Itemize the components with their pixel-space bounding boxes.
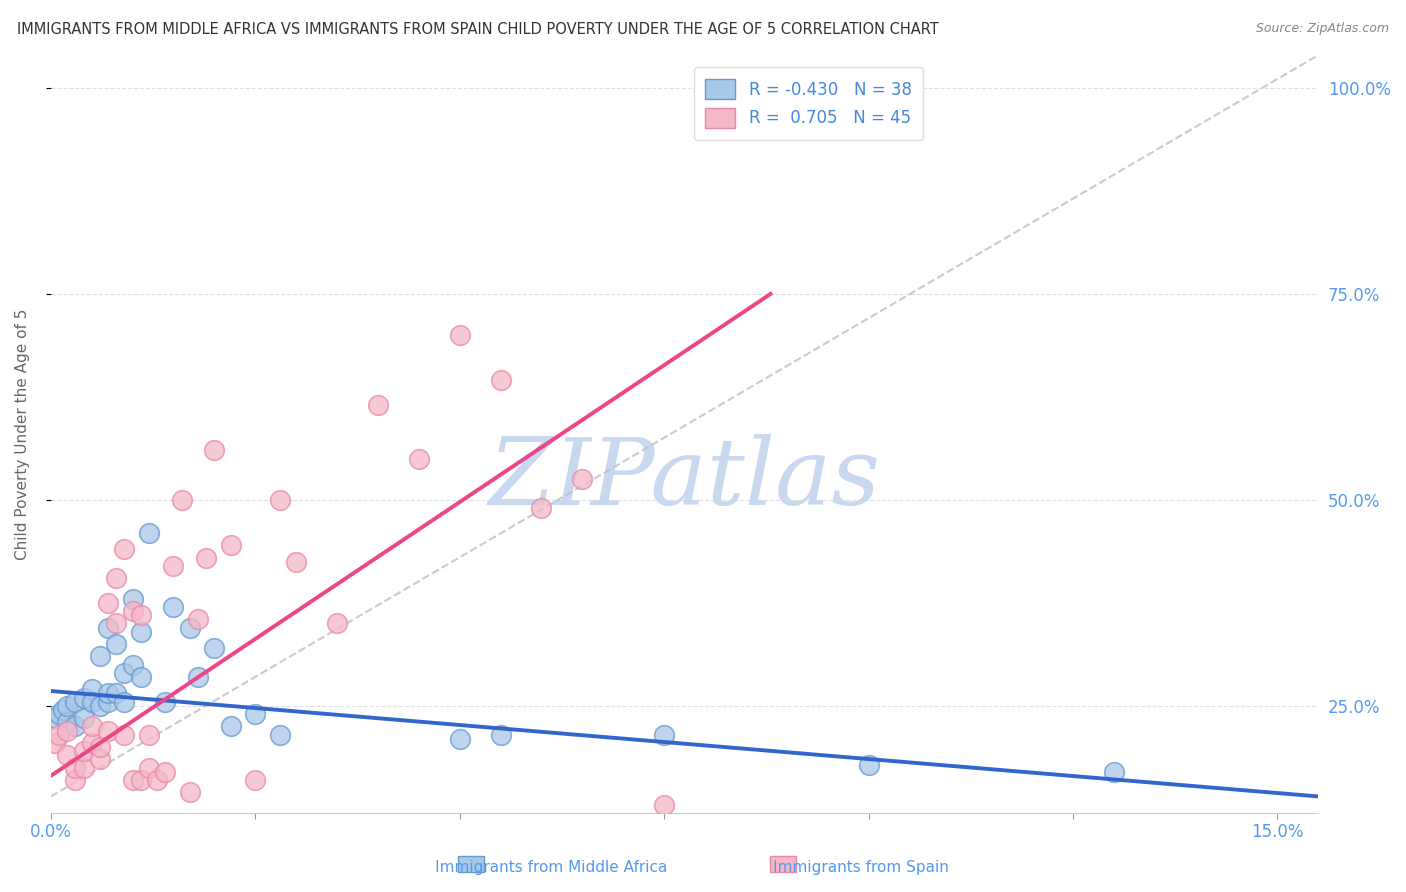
Text: Source: ZipAtlas.com: Source: ZipAtlas.com bbox=[1256, 22, 1389, 36]
Point bbox=[155, 695, 177, 709]
Point bbox=[219, 719, 242, 733]
Point bbox=[146, 772, 169, 787]
Text: Immigrants from Spain: Immigrants from Spain bbox=[738, 860, 949, 874]
Point bbox=[129, 608, 152, 623]
Point bbox=[245, 772, 267, 787]
Point bbox=[105, 637, 128, 651]
Point bbox=[52, 703, 75, 717]
Point bbox=[202, 641, 225, 656]
Point bbox=[89, 752, 111, 766]
Point bbox=[72, 761, 94, 775]
Text: IMMIGRANTS FROM MIDDLE AFRICA VS IMMIGRANTS FROM SPAIN CHILD POVERTY UNDER THE A: IMMIGRANTS FROM MIDDLE AFRICA VS IMMIGRA… bbox=[17, 22, 939, 37]
Text: ZIPatlas: ZIPatlas bbox=[489, 434, 880, 524]
Point bbox=[112, 728, 135, 742]
Point bbox=[138, 525, 160, 540]
Point bbox=[367, 398, 389, 412]
Point bbox=[56, 698, 79, 713]
Point bbox=[449, 328, 471, 343]
Point bbox=[121, 657, 143, 672]
Point bbox=[56, 715, 79, 730]
Point bbox=[652, 728, 675, 742]
Y-axis label: Child Poverty Under the Age of 5: Child Poverty Under the Age of 5 bbox=[15, 309, 30, 559]
Point bbox=[80, 736, 103, 750]
Point bbox=[195, 550, 218, 565]
Point bbox=[97, 686, 120, 700]
Point bbox=[105, 571, 128, 585]
Point bbox=[72, 711, 94, 725]
Point bbox=[105, 686, 128, 700]
Point bbox=[89, 698, 111, 713]
Point bbox=[179, 785, 201, 799]
Point bbox=[89, 739, 111, 754]
Point bbox=[80, 695, 103, 709]
Point bbox=[449, 731, 471, 746]
Point bbox=[219, 538, 242, 552]
Point bbox=[112, 665, 135, 680]
Point bbox=[129, 624, 152, 639]
Point bbox=[326, 616, 349, 631]
Point bbox=[155, 764, 177, 779]
Point bbox=[65, 695, 87, 709]
Legend: R = -0.430   N = 38, R =  0.705   N = 45: R = -0.430 N = 38, R = 0.705 N = 45 bbox=[693, 67, 924, 139]
Point bbox=[285, 555, 308, 569]
Point bbox=[817, 85, 839, 99]
Point bbox=[89, 649, 111, 664]
Point bbox=[65, 719, 87, 733]
Point bbox=[112, 695, 135, 709]
Point bbox=[489, 374, 512, 388]
Point bbox=[269, 492, 291, 507]
Point bbox=[129, 670, 152, 684]
Point bbox=[129, 772, 152, 787]
Point bbox=[44, 711, 66, 725]
Point bbox=[65, 761, 87, 775]
Point bbox=[162, 599, 184, 614]
Point bbox=[245, 707, 267, 722]
Point bbox=[187, 670, 209, 684]
Point bbox=[65, 772, 87, 787]
Point bbox=[72, 744, 94, 758]
Point bbox=[97, 723, 120, 738]
Point bbox=[56, 723, 79, 738]
Text: Immigrants from Middle Africa: Immigrants from Middle Africa bbox=[401, 860, 668, 874]
Point bbox=[202, 443, 225, 458]
Point bbox=[121, 772, 143, 787]
Point bbox=[162, 558, 184, 573]
Point bbox=[97, 695, 120, 709]
Point bbox=[408, 451, 430, 466]
Point bbox=[489, 728, 512, 742]
Point bbox=[80, 719, 103, 733]
Point bbox=[105, 616, 128, 631]
Point bbox=[121, 604, 143, 618]
Point bbox=[652, 797, 675, 812]
Point bbox=[187, 612, 209, 626]
Point bbox=[80, 682, 103, 697]
Point bbox=[48, 707, 70, 722]
Point bbox=[1102, 764, 1125, 779]
Point bbox=[269, 728, 291, 742]
Point bbox=[138, 728, 160, 742]
FancyBboxPatch shape bbox=[458, 856, 484, 872]
Point bbox=[97, 596, 120, 610]
Point bbox=[858, 758, 880, 772]
Point bbox=[48, 728, 70, 742]
Point bbox=[72, 690, 94, 705]
FancyBboxPatch shape bbox=[770, 856, 796, 872]
Point bbox=[97, 621, 120, 635]
Point bbox=[121, 591, 143, 606]
Point bbox=[170, 492, 193, 507]
Point bbox=[179, 621, 201, 635]
Point bbox=[138, 761, 160, 775]
Point bbox=[530, 501, 553, 516]
Point bbox=[56, 748, 79, 763]
Point bbox=[112, 542, 135, 557]
Point bbox=[44, 736, 66, 750]
Point bbox=[571, 472, 593, 486]
